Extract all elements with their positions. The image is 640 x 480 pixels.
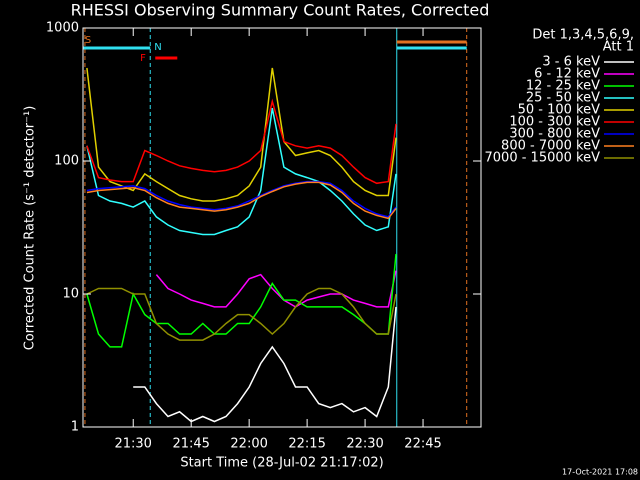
flag-label: S [85,35,91,46]
y-tick-label: 100 [54,154,79,169]
flag-label: F [140,53,146,64]
legend-label: 300 - 800 keV [509,127,600,142]
y-tick-label: 1000 [46,21,79,36]
legend-label: 100 - 300 keV [509,115,600,130]
y-axis-label: Corrected Count Rate (s⁻¹ detector⁻¹) [23,106,38,351]
series-line [86,107,397,236]
x-tick-label: 22:15 [288,437,325,452]
series-line [86,253,397,348]
x-tick-label: 22:30 [346,437,383,452]
legend-label: 7000 - 15000 keV [485,151,601,166]
series-line [86,181,397,220]
footer: 17-Oct-2021 17:08 [562,468,638,477]
x-axis-label: Start Time (28-Jul-02 21:17:02) [180,456,383,471]
legend-label: 3 - 6 keV [542,55,600,70]
series-line [133,306,397,423]
x-tick-label: 21:30 [114,437,151,452]
x-tick-label: 22:45 [404,437,441,452]
series-line [155,270,397,308]
legend-title: Att 1 [603,40,634,55]
legend-label: 800 - 7000 keV [501,139,600,154]
y-tick-label: 10 [62,287,79,302]
series-line [86,98,397,185]
legend-label: 6 - 12 keV [534,67,600,82]
legend-label: 25 - 50 keV [526,91,600,106]
x-tick-label: 22:00 [230,437,267,452]
legend-title: Det 1,3,4,5,6,9, [532,28,634,43]
chart-title: RHESSI Observing Summary Count Rates, Co… [71,1,490,20]
flag-label: N [154,42,161,53]
series-line [86,180,397,218]
y-tick-label: 1 [71,420,79,435]
series-line [86,287,397,341]
x-tick-label: 21:45 [172,437,209,452]
plot-frame [82,27,482,428]
series-line [86,67,397,202]
legend-label: 12 - 25 keV [526,79,600,94]
legend-label: 50 - 100 keV [518,103,601,118]
